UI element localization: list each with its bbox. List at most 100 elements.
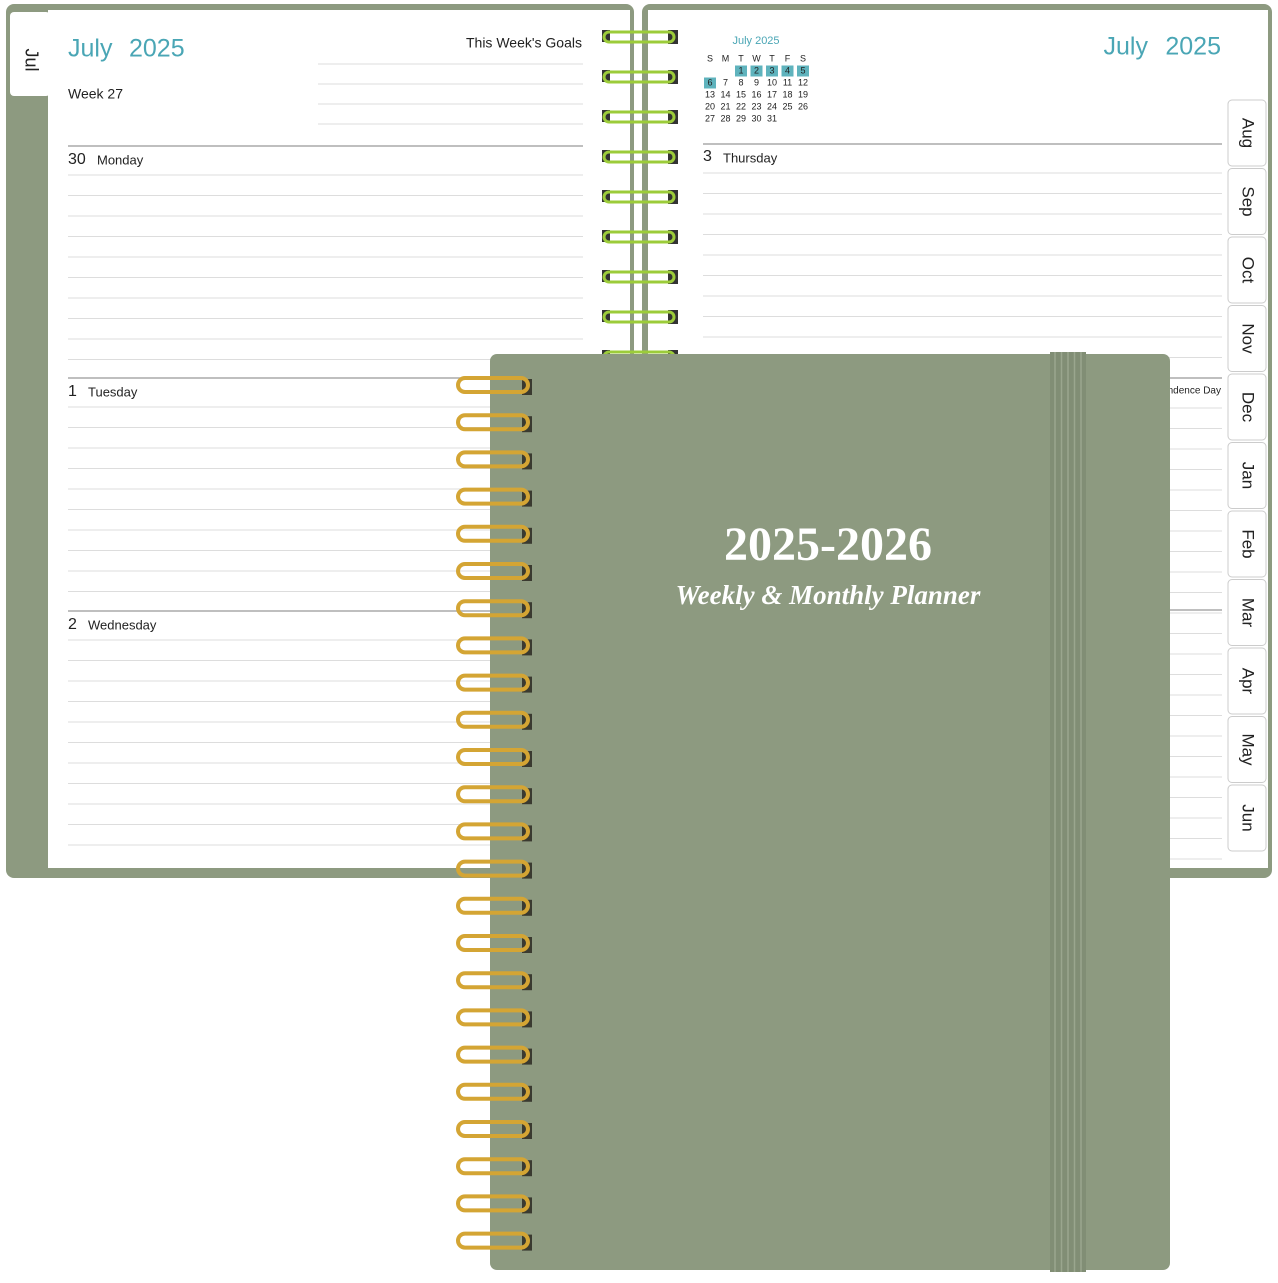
spiral-hole [602,310,610,322]
spiral-coil [602,270,676,284]
tab-label: Nov [1239,323,1258,354]
spiral-hole [602,30,610,42]
tab-label: Oct [1239,257,1258,284]
mini-day: 12 [798,77,808,87]
spiral-hole [602,70,610,82]
mini-day: 29 [736,113,746,123]
mini-day: 28 [720,113,730,123]
tab-label: May [1239,733,1258,766]
tab-label: Dec [1239,392,1258,423]
day-name: Thursday [723,150,778,165]
mini-day: 4 [785,65,790,75]
mini-day: 17 [767,89,777,99]
mini-weekday: S [707,53,713,63]
holiday: ndence Day [1168,386,1221,397]
cover-title: 2025-2026 [724,518,932,571]
cover-subtitle: Weekly & Monthly Planner [676,580,981,610]
month-tab [1227,647,1267,715]
mini-highlight [766,65,778,77]
mini-day: 30 [751,113,761,123]
gold-coil [456,1008,530,1027]
month-tab [1227,510,1267,578]
spiral-hole [602,150,610,162]
day-name: Monday [97,152,144,167]
spiral-coil [602,190,676,204]
mini-day: 3 [769,65,774,75]
gold-coil [456,896,530,915]
month-tab [1227,579,1267,646]
mini-day: 9 [754,77,759,87]
day-name: Tuesday [88,384,138,399]
month-tab [1227,442,1267,509]
month-tab [1227,716,1267,783]
gold-coil [456,562,530,580]
mini-day: 7 [723,77,728,87]
mini-day: 26 [798,101,808,111]
week: Week 27 [68,86,123,102]
mini-weekday: S [800,53,806,63]
month-tab [1227,99,1267,167]
mini-weekday: F [785,53,791,63]
gold-coil [456,1194,530,1213]
mini-day: 20 [705,101,715,111]
left-tab [10,12,50,96]
tab-label: Jul [21,48,41,71]
month: July [68,35,113,63]
gold-coil [456,1120,530,1138]
month-tab [1227,373,1267,441]
month-tab [1227,236,1267,304]
gold-coil [456,934,530,952]
spiral-hole [602,190,610,202]
mini-weekday: T [738,53,744,63]
spiral-coil [602,310,676,324]
day-date: 30 [68,151,86,168]
gold-coil [456,636,530,655]
mini-day: 21 [720,101,730,111]
mini-day: 27 [705,113,715,123]
spiral-coil [602,150,676,164]
gold-coil [456,785,530,804]
goals-label: This Week's Goals [466,35,582,51]
day-date: 2 [68,616,77,633]
gold-coil [456,748,530,766]
gold-coil [456,673,530,692]
mini-day: 14 [720,89,730,99]
gold-coil [456,859,530,878]
gold-coil [456,450,530,469]
spiral-hole [602,230,610,242]
gold-coil [456,710,530,729]
mini-day: 15 [736,89,746,99]
spiral-coil [602,30,676,44]
mini-day: 10 [767,77,777,87]
month-tab [1227,305,1267,372]
mini-highlight [797,65,809,77]
mini-day: 24 [767,101,777,111]
gold-coil [456,524,530,543]
tab-label: Apr [1239,668,1258,695]
spiral-hole [602,110,610,122]
mini-highlight [781,65,794,77]
mini-weekday: M [722,53,730,63]
gold-coil [456,1082,530,1101]
day-date: 1 [68,383,77,400]
mini-day: 25 [782,101,792,111]
mini-weekday: T [769,53,775,63]
tab-label: Aug [1239,118,1258,148]
spiral-coil [602,70,676,84]
mini-day: 22 [736,101,746,111]
tab-label: Feb [1239,529,1258,558]
mini-day: 23 [751,101,761,111]
mini-day: 2 [754,65,759,75]
mini-day: 6 [707,77,712,87]
gold-coil [456,971,530,990]
mini-day: 11 [783,77,792,87]
mini-highlight [750,65,763,77]
mini-highlight [704,77,716,89]
mini-day: 5 [800,65,805,75]
year: 2025 [1165,33,1221,61]
gold-coil [456,822,530,841]
gold-coil [456,487,530,506]
gold-coil [456,1231,530,1250]
mini-weekday: W [752,53,761,63]
